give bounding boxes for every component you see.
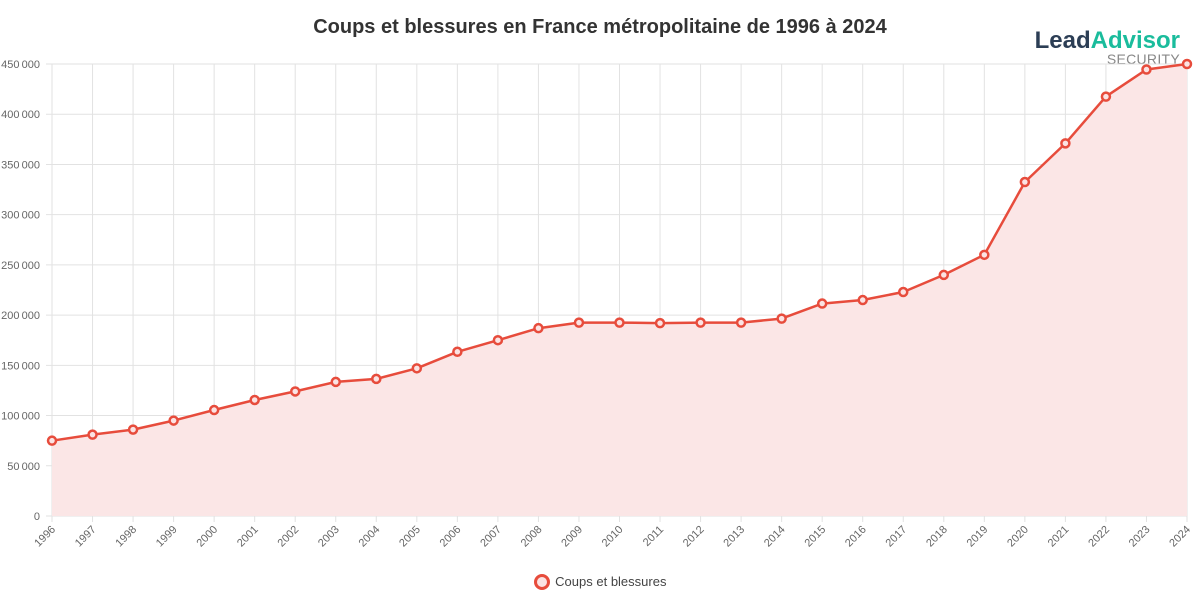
data-point — [249, 394, 260, 406]
data-point — [452, 346, 463, 358]
x-tick-label: 2018 — [924, 524, 950, 550]
data-point — [573, 317, 585, 328]
x-tick-label: 2001 — [235, 524, 261, 550]
data-point — [371, 373, 382, 385]
data-point — [1141, 64, 1152, 75]
x-tick-label: 2005 — [397, 524, 423, 550]
x-tick-label: 2007 — [478, 524, 504, 550]
x-tick-label: 2009 — [559, 524, 585, 550]
y-tick-label: 400 000 — [1, 109, 40, 121]
data-point — [938, 269, 950, 281]
x-tick-label: 2012 — [681, 524, 707, 550]
data-point — [330, 376, 341, 388]
y-tick-label: 50 000 — [7, 461, 40, 473]
x-tick-label: 1997 — [73, 524, 99, 550]
x-tick-label: 1999 — [154, 524, 180, 550]
x-tick-label: 2015 — [803, 524, 829, 550]
y-tick-label: 100 000 — [1, 411, 40, 423]
data-point — [776, 313, 787, 324]
y-tick-label: 150 000 — [1, 360, 40, 372]
x-tick-label: 2004 — [357, 524, 383, 550]
legend[interactable]: Coups et blessures — [0, 573, 1200, 590]
data-point — [1100, 91, 1112, 102]
data-point — [614, 317, 625, 328]
data-point — [857, 294, 868, 306]
data-point — [127, 424, 139, 435]
data-point — [1060, 138, 1071, 149]
x-tick-label: 2000 — [194, 524, 220, 550]
x-tick-label: 2016 — [843, 524, 869, 550]
legend-swatch-icon — [533, 573, 550, 590]
data-point — [168, 415, 179, 426]
leadadvisor-logo: LeadAdvisor SECURITY — [1035, 27, 1180, 67]
y-tick-label: 350 000 — [1, 159, 40, 171]
x-tick-label: 2008 — [519, 524, 545, 550]
logo-advisor: Advisor — [1090, 27, 1180, 54]
data-point — [898, 286, 909, 298]
y-tick-label: 0 — [34, 511, 40, 523]
x-tick-label: 2021 — [1046, 524, 1072, 550]
x-tick-label: 2013 — [721, 524, 747, 550]
data-point — [979, 249, 990, 261]
chart-title: Coups et blessures en France métropolita… — [313, 16, 887, 38]
data-point — [87, 429, 98, 440]
x-tick-label: 2024 — [1167, 524, 1193, 550]
data-point — [735, 317, 747, 328]
x-tick-label: 1996 — [32, 524, 58, 550]
y-tick-label: 250 000 — [1, 260, 40, 272]
x-tick-label: 2002 — [276, 524, 302, 550]
data-point — [492, 334, 504, 346]
data-point — [1019, 176, 1031, 188]
x-tick-label: 2010 — [600, 524, 626, 550]
data-point — [208, 404, 220, 416]
y-tick-label: 450 000 — [1, 59, 40, 71]
x-tick-label: 2019 — [965, 524, 991, 550]
data-point — [1181, 58, 1193, 70]
data-point — [816, 298, 828, 309]
x-tick-label: 2006 — [438, 524, 464, 550]
x-tick-label: 1998 — [113, 524, 139, 550]
logo-security: SECURITY — [1106, 51, 1180, 67]
data-point — [654, 317, 666, 329]
data-point — [533, 322, 544, 334]
x-tick-label: 2020 — [1005, 524, 1031, 550]
data-point — [46, 435, 58, 446]
logo-lead: Lead — [1034, 27, 1091, 54]
data-point — [411, 363, 423, 374]
y-tick-label: 300 000 — [1, 210, 40, 222]
data-point — [289, 386, 301, 397]
data-point — [695, 317, 706, 328]
series-area — [52, 64, 1187, 516]
x-tick-label: 2022 — [1086, 524, 1112, 550]
x-tick-label: 2011 — [641, 524, 666, 549]
legend-label: Coups et blessures — [555, 574, 667, 590]
x-tick-label: 2017 — [884, 524, 910, 550]
x-tick-label: 2003 — [316, 524, 342, 550]
x-tick-label: 2014 — [762, 524, 788, 550]
y-tick-label: 200 000 — [1, 310, 40, 322]
x-tick-label: 2023 — [1127, 524, 1153, 550]
